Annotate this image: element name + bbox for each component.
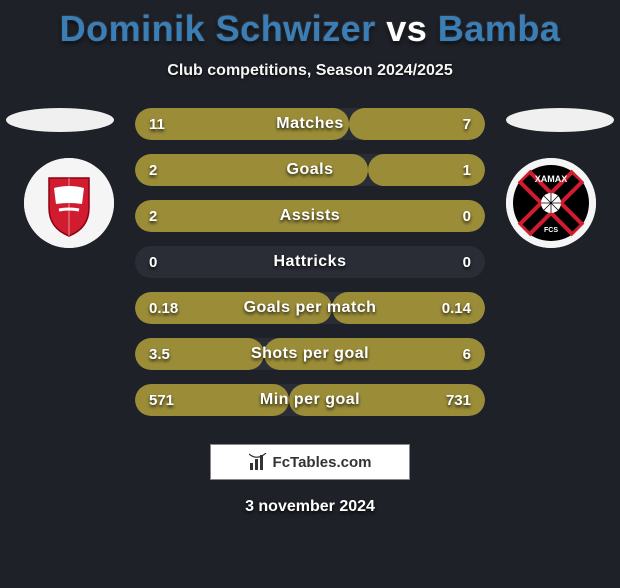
stat-row: 21Goals	[135, 154, 485, 186]
subtitle: Club competitions, Season 2024/2025	[0, 62, 620, 80]
svg-text:FCS: FCS	[544, 227, 558, 234]
comparison-content: XAMAX FCS 117Matches 21Goals 20Assists 00Ha…	[0, 108, 620, 416]
stat-row: 117Matches	[135, 108, 485, 140]
player1-team-badge	[24, 158, 114, 248]
bar-chart-icon	[249, 453, 267, 471]
xamax-shield-icon: XAMAX FCS	[506, 158, 596, 248]
player2-team-badge: XAMAX FCS	[506, 158, 596, 248]
player1-name: Dominik Schwizer	[60, 8, 376, 49]
stat-label: Shots per goal	[135, 338, 485, 370]
stat-label: Matches	[135, 108, 485, 140]
stats-bars-container: 117Matches 21Goals 20Assists 00Hattricks 0.1…	[135, 108, 485, 416]
player2-oval-decoration	[506, 108, 614, 132]
player2-name: Bamba	[438, 8, 561, 49]
stat-label: Min per goal	[135, 384, 485, 416]
stat-label: Goals	[135, 154, 485, 186]
fctables-logo-text: FcTables.com	[273, 454, 372, 471]
stat-row: 00Hattricks	[135, 246, 485, 278]
footer-date: 3 november 2024	[0, 498, 620, 516]
comparison-title: Dominik Schwizer vs Bamba	[0, 8, 620, 50]
stat-row: 3.56Shots per goal	[135, 338, 485, 370]
title-vs: vs	[386, 8, 427, 49]
player1-oval-decoration	[6, 108, 114, 132]
stat-label: Assists	[135, 200, 485, 232]
fctables-logo[interactable]: FcTables.com	[210, 444, 410, 480]
stat-label: Hattricks	[135, 246, 485, 278]
stat-row: 0.180.14Goals per match	[135, 292, 485, 324]
svg-text:XAMAX: XAMAX	[535, 174, 568, 184]
stat-row: 571731Min per goal	[135, 384, 485, 416]
stat-label: Goals per match	[135, 292, 485, 324]
vaduz-shield-icon	[24, 158, 114, 248]
stat-row: 20Assists	[135, 200, 485, 232]
